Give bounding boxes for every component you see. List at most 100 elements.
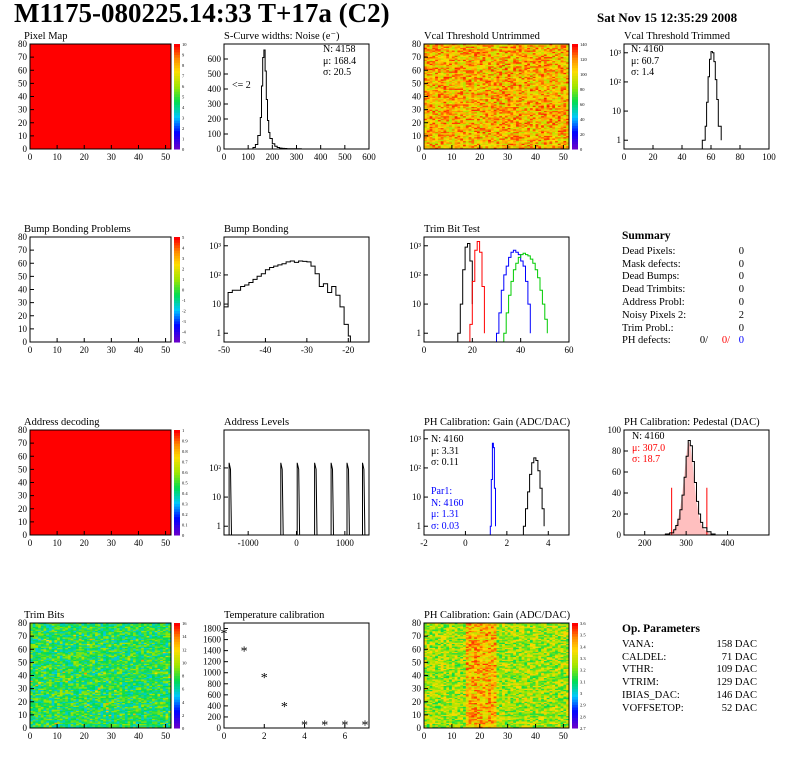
heatmap-cell [566, 110, 570, 113]
heatmap-cell [460, 66, 464, 69]
heatmap-cell [502, 137, 506, 139]
heatmap-cell [563, 49, 567, 51]
heatmap-cell [543, 145, 548, 147]
heatmap-cell [424, 87, 428, 90]
heatmap-cell [521, 78, 525, 80]
heatmap-cell [557, 99, 562, 101]
heatmap-cell [35, 645, 39, 648]
heatmap-cell [546, 68, 550, 71]
heatmap-cell [555, 91, 559, 93]
heatmap-cell [563, 105, 567, 108]
heatmap-cell [30, 641, 34, 644]
heatmap-cell [426, 44, 430, 46]
heatmap-cell [32, 700, 36, 703]
heatmap-cell [555, 99, 559, 101]
color-scale-step [174, 289, 180, 293]
heatmap-cell [543, 44, 548, 46]
heatmap-cell [454, 74, 458, 76]
color-scale-step [174, 477, 180, 481]
heatmap-cell [463, 91, 467, 93]
heatmap-cell [518, 47, 522, 50]
heatmap-cell [30, 642, 34, 645]
heatmap-cell [555, 129, 559, 132]
heatmap-cell [549, 86, 553, 88]
heatmap-cell [429, 125, 433, 128]
heatmap-cell [566, 99, 570, 101]
heatmap-cell [435, 116, 439, 118]
heatmap-cell [493, 80, 497, 83]
heatmap-cell [476, 126, 481, 129]
heatmap-cell [507, 75, 511, 78]
heatmap-cell [490, 142, 495, 145]
heatmap-cell [426, 105, 430, 108]
heatmap-cell [507, 107, 511, 109]
heatmap-cell [463, 65, 467, 67]
heatmap-cell [516, 109, 520, 112]
heatmap-cell [35, 653, 39, 655]
heatmap-cell [460, 51, 464, 54]
heatmap-cell [560, 135, 564, 138]
x-tick-label: 20 [80, 538, 90, 548]
heatmap-cell [35, 633, 39, 636]
heatmap-cell [485, 131, 489, 134]
heatmap-cell [482, 93, 486, 96]
color-scale-step [174, 260, 180, 264]
heatmap-cell [485, 103, 489, 105]
heatmap-cell [482, 51, 486, 54]
color-scale-step [174, 101, 180, 105]
heatmap-cell [32, 632, 36, 634]
heatmap-cell [555, 76, 559, 79]
heatmap-cell [532, 58, 536, 61]
heatmap-cell [35, 689, 39, 692]
heatmap-cell [429, 72, 433, 75]
x-tick-label: 0 [28, 345, 33, 355]
heatmap-cell [449, 96, 453, 99]
heatmap-cell [557, 110, 562, 113]
heatmap-cell [538, 95, 542, 97]
heatmap-cell [493, 118, 497, 121]
color-scale-step [174, 516, 180, 520]
heatmap-cell [549, 72, 553, 75]
heatmap-cell [563, 128, 567, 130]
heatmap-cell [426, 62, 430, 65]
heatmap-cell [513, 70, 517, 72]
heatmap-cell [440, 118, 444, 121]
heatmap-cell [518, 124, 522, 126]
heatmap-cell [532, 93, 536, 96]
heatmap-cell [524, 59, 528, 62]
heatmap-cell [502, 116, 506, 118]
color-scale-label: 0 [580, 147, 583, 152]
heatmap-cell [555, 131, 559, 134]
heatmap-cell [527, 65, 531, 67]
heatmap-cell [563, 58, 567, 61]
heatmap-cell [513, 129, 517, 132]
heatmap-cell [485, 96, 489, 99]
heatmap-cell [432, 122, 436, 125]
heatmap-cell [543, 78, 548, 80]
heatmap-cell [435, 89, 439, 92]
heatmap-cell [499, 114, 503, 117]
heatmap-cell [490, 113, 495, 116]
heatmap-cell [490, 121, 495, 124]
heatmap-cell [488, 92, 492, 95]
heatmap-cell [471, 112, 475, 114]
heatmap-cell [482, 45, 486, 48]
heatmap-cell [443, 57, 447, 59]
heatmap-cell [546, 46, 550, 49]
heatmap-cell [485, 44, 489, 46]
heatmap-cell [538, 91, 542, 93]
heatmap-cell [504, 68, 509, 71]
heatmap-cell [465, 108, 470, 111]
heatmap-cell [532, 62, 536, 65]
heatmap-cell [516, 103, 520, 105]
heatmap-cell [529, 61, 534, 63]
heatmap-cell [468, 79, 472, 82]
heatmap-cell [468, 76, 472, 79]
x-tick-label: 400 [314, 152, 328, 162]
heatmap-cell [476, 50, 481, 53]
heatmap-cell [424, 129, 428, 132]
heatmap-cell [516, 93, 520, 96]
heatmap-cell [468, 143, 472, 146]
heatmap-cell [449, 92, 453, 95]
